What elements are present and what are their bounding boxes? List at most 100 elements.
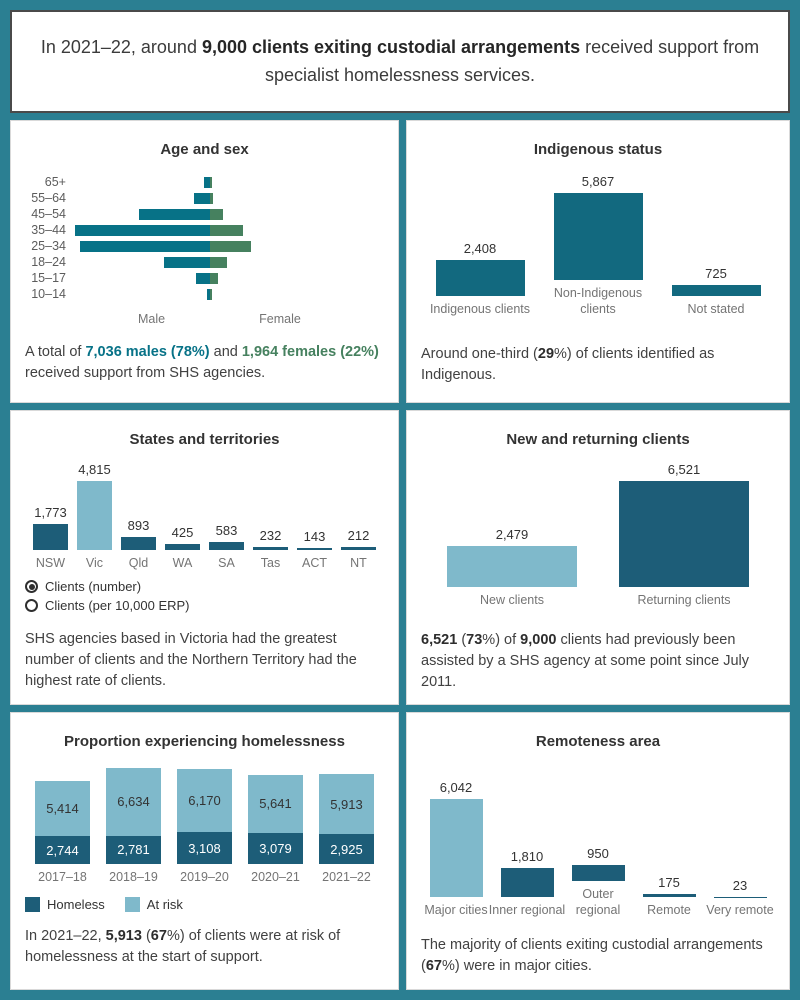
chart-column-outer-regional: 950 Outer regional	[563, 764, 634, 919]
male-axis-label: Male	[137, 312, 166, 326]
homeless-swatch-icon	[25, 897, 40, 913]
radio-clients-per-erp[interactable]: Clients (per 10,000 ERP)	[25, 596, 384, 615]
chart-column-indigenous-clients: 2,408 Indigenous clients	[421, 190, 539, 317]
at-risk-segment-2018-19[interactable]: 6,634	[106, 768, 161, 836]
female-bar-45-54[interactable]	[210, 208, 224, 220]
bar-returning-clients[interactable]	[619, 481, 749, 587]
states-note: SHS agencies based in Victoria had the g…	[25, 631, 357, 690]
bar-inner-regional[interactable]	[500, 867, 554, 898]
age-group-label: 35–44	[31, 223, 66, 237]
female-bar-10-14[interactable]	[210, 288, 212, 300]
female-bar-18-24[interactable]	[210, 256, 228, 268]
female-bar-35-44[interactable]	[210, 224, 244, 236]
bar-new-clients[interactable]	[447, 546, 577, 587]
female-bar-15-17[interactable]	[210, 272, 219, 284]
category-label: Not stated	[687, 302, 745, 317]
panel-title-remoteness: Remoteness area	[535, 733, 661, 750]
bar-value-label: 425	[171, 524, 194, 540]
legend-item-at-risk[interactable]: At risk	[124, 897, 183, 913]
radio-clients-number[interactable]: Clients (number)	[25, 577, 384, 596]
bar-value-label: 1,810	[510, 848, 544, 864]
bar-outer-regional[interactable]	[571, 865, 625, 881]
bar-remote[interactable]	[642, 894, 696, 898]
bar-non-indigenous-clients[interactable]	[553, 193, 643, 280]
category-label: Outer regional	[575, 887, 621, 918]
male-bar-35-44[interactable]	[75, 224, 210, 236]
homeless-segment-2019-20[interactable]: 3,108	[177, 832, 232, 864]
bar-tas[interactable]	[253, 546, 288, 550]
pyramid-row-15-17: 15–17	[25, 270, 384, 286]
chart-column-new-clients: 2,479 New clients	[426, 462, 598, 608]
panel-age-sex: Age and sex 65+ 55–64 45–54 35–44 25–34 18–24…	[10, 120, 399, 403]
category-label: 2021–22	[322, 870, 371, 884]
male-bar-65[interactable]	[203, 176, 210, 188]
bar-act[interactable]	[297, 547, 332, 550]
bar-indigenous-clients[interactable]	[435, 260, 525, 297]
male-bar-55-64[interactable]	[193, 192, 210, 204]
male-bar-18-24[interactable]	[164, 256, 210, 268]
male-bar-45-54[interactable]	[139, 208, 210, 220]
pyramid-row-45-54: 45–54	[25, 206, 384, 222]
radio-selected-icon	[25, 580, 38, 594]
homeless-segment-2017-18[interactable]: 2,744	[35, 836, 90, 864]
pyramid-row-55-64: 55–64	[25, 190, 384, 206]
chart-column-returning-clients: 6,521 Returning clients	[598, 462, 770, 608]
homelessness-stacked-chart: 5,414 2,744 2017–18 6,634 2,781 2018–19 6,170 3…	[25, 768, 384, 885]
category-label: Non-Indigenous clients	[553, 286, 643, 317]
male-bar-25-34[interactable]	[80, 240, 210, 252]
chart-column-not-stated: 725 Not stated	[657, 190, 775, 317]
at-risk-segment-2021-22[interactable]: 5,913	[319, 773, 374, 835]
category-label: 2017–18	[38, 870, 87, 884]
bar-wa[interactable]	[165, 543, 200, 550]
chart-column-major-cities: 6,042 Major cities	[421, 780, 492, 918]
panel-indigenous-status: Indigenous status 2,408 Indigenous client…	[406, 120, 790, 403]
chart-column-2021-22: 5,913 2,925 2021–22	[311, 768, 382, 885]
header-text: In 2021–22, around 9,000 clients exiting…	[40, 36, 760, 85]
bar-nsw[interactable]	[33, 524, 68, 550]
age-sex-note: A total of 7,036 males (78%) and 1,964 f…	[25, 344, 379, 382]
homelessness-note: In 2021–22, 5,913 (67%) of clients were …	[25, 928, 341, 966]
female-bar-25-34[interactable]	[210, 240, 251, 252]
at-risk-segment-2020-21[interactable]: 5,641	[248, 775, 303, 833]
category-label: Returning clients	[637, 593, 731, 607]
age-group-label: 25–34	[31, 239, 66, 253]
bar-vic[interactable]	[77, 481, 112, 550]
homeless-segment-2018-19[interactable]: 2,781	[106, 835, 161, 864]
male-bar-10-14[interactable]	[206, 288, 210, 300]
homeless-segment-2021-22[interactable]: 2,925	[319, 834, 374, 864]
radio-label: Clients (per 10,000 ERP)	[45, 598, 190, 614]
category-label: Major cities	[424, 903, 488, 918]
axis-spacer	[25, 312, 84, 326]
radio-unselected-icon	[25, 599, 38, 613]
female-axis-label: Female	[259, 312, 301, 326]
category-label: 2020–21	[251, 870, 300, 884]
bar-value-label: 175	[658, 875, 680, 891]
homeless-segment-2020-21[interactable]: 3,079	[248, 832, 303, 864]
chart-column-sa: 583 SA	[205, 462, 249, 571]
bar-major-cities[interactable]	[429, 799, 483, 898]
at-risk-segment-2017-18[interactable]: 5,414	[35, 780, 90, 837]
age-sex-pyramid-chart: 65+ 55–64 45–54 35–44 25–34 18–24 15–17 10–14	[25, 174, 384, 302]
indigenous-note: Around one-third (29%) of clients identi…	[421, 345, 715, 383]
category-label: SA	[218, 556, 235, 570]
at-risk-segment-2019-20[interactable]: 6,170	[177, 769, 232, 833]
panel-title-indigenous: Indigenous status	[533, 141, 663, 158]
female-bar-65[interactable]	[210, 176, 212, 188]
chart-legend: Homeless At risk	[25, 897, 384, 913]
bar-value-label: 5,867	[581, 174, 615, 189]
bar-sa[interactable]	[209, 541, 244, 550]
bar-nt[interactable]	[341, 546, 376, 550]
legend-item-homeless[interactable]: Homeless	[25, 897, 105, 913]
bar-qld[interactable]	[121, 537, 156, 550]
radio-label: Clients (number)	[45, 579, 142, 595]
chart-column-qld: 893 Qld	[117, 462, 161, 571]
bar-not-stated[interactable]	[671, 285, 761, 297]
male-bar-15-17[interactable]	[195, 272, 210, 284]
chart-column-2019-20: 6,170 3,108 2019–20	[169, 768, 240, 885]
female-bar-55-64[interactable]	[210, 192, 214, 204]
chart-column-vic: 4,815 Vic	[73, 462, 117, 571]
pyramid-row-18-24: 18–24	[25, 254, 384, 270]
panel-states-territories: States and territories 1,773 NSW 4,815 Vic 8…	[10, 410, 399, 705]
chart-column-very-remote: 23 Very remote	[705, 780, 776, 918]
